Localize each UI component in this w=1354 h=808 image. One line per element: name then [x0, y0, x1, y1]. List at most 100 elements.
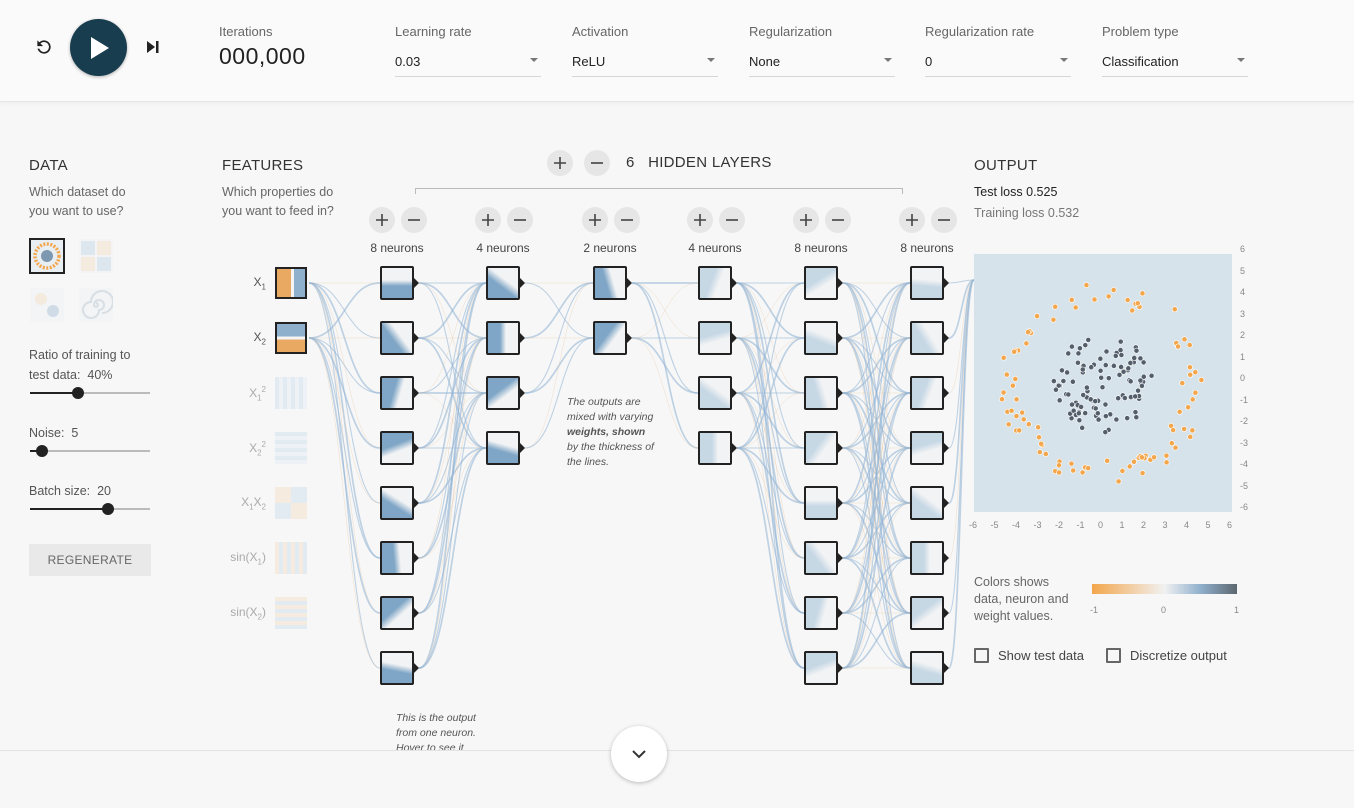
weight-link[interactable] — [631, 337, 699, 449]
add-layer-button[interactable] — [547, 150, 573, 176]
neuron[interactable] — [486, 431, 520, 465]
weight-link[interactable] — [842, 502, 911, 669]
add-neuron-button[interactable] — [582, 207, 608, 233]
add-neuron-button[interactable] — [793, 207, 819, 233]
dataset-circle[interactable] — [29, 238, 65, 274]
neuron[interactable] — [380, 321, 414, 355]
neuron[interactable] — [804, 541, 838, 575]
feature-toggle[interactable] — [275, 487, 307, 519]
discretize-output-checkbox[interactable]: Discretize output — [1106, 648, 1227, 663]
neuron[interactable] — [804, 486, 838, 520]
batch-slider[interactable] — [30, 502, 150, 516]
weight-link[interactable] — [418, 282, 487, 339]
neuron[interactable] — [910, 431, 944, 465]
neuron[interactable] — [698, 376, 732, 410]
weight-link[interactable] — [842, 282, 911, 394]
checkbox-box[interactable] — [974, 648, 989, 663]
neuron[interactable] — [804, 596, 838, 630]
regularization-rate-select[interactable]: 0 — [925, 47, 1071, 77]
weight-link[interactable] — [948, 279, 975, 504]
weight-link[interactable] — [842, 282, 911, 559]
weight-link[interactable] — [524, 282, 594, 449]
dataset-xor[interactable] — [78, 238, 114, 274]
weight-link[interactable] — [948, 279, 975, 339]
weight-link[interactable] — [948, 279, 975, 669]
step-button[interactable] — [140, 33, 166, 61]
weight-link[interactable] — [418, 282, 487, 394]
neuron[interactable] — [698, 431, 732, 465]
neuron[interactable] — [910, 321, 944, 355]
weight-link[interactable] — [842, 392, 911, 669]
neuron[interactable] — [593, 266, 627, 300]
neuron[interactable] — [910, 376, 944, 410]
weight-link[interactable] — [631, 337, 699, 394]
weight-link[interactable] — [308, 337, 381, 394]
neuron[interactable] — [380, 596, 414, 630]
neuron[interactable] — [804, 266, 838, 300]
weight-link[interactable] — [842, 282, 911, 669]
remove-neuron-button[interactable] — [931, 207, 957, 233]
weight-link[interactable] — [842, 282, 911, 504]
remove-layer-button[interactable] — [584, 150, 610, 176]
neuron[interactable] — [910, 266, 944, 300]
noise-slider[interactable] — [30, 444, 150, 458]
neuron[interactable] — [380, 486, 414, 520]
weight-link[interactable] — [308, 337, 381, 449]
weight-link[interactable] — [736, 282, 805, 449]
play-button[interactable] — [70, 19, 127, 76]
neuron[interactable] — [804, 431, 838, 465]
weight-link[interactable] — [418, 447, 487, 669]
activation-select[interactable]: ReLU — [572, 47, 718, 77]
add-neuron-button[interactable] — [475, 207, 501, 233]
weight-link[interactable] — [842, 337, 911, 669]
weight-link[interactable] — [308, 337, 381, 559]
weight-link[interactable] — [308, 282, 381, 339]
weight-link[interactable] — [418, 392, 487, 669]
weight-link[interactable] — [308, 337, 381, 614]
weight-link[interactable] — [736, 447, 805, 669]
weight-link[interactable] — [842, 447, 911, 669]
neuron[interactable] — [486, 266, 520, 300]
neuron[interactable] — [804, 321, 838, 355]
weight-link[interactable] — [736, 392, 805, 449]
ratio-slider[interactable] — [30, 386, 150, 400]
scroll-down-button[interactable] — [611, 726, 667, 782]
neuron[interactable] — [486, 321, 520, 355]
neuron[interactable] — [380, 376, 414, 410]
neuron[interactable] — [804, 651, 838, 685]
weight-link[interactable] — [418, 337, 487, 669]
neuron[interactable] — [380, 541, 414, 575]
remove-neuron-button[interactable] — [825, 207, 851, 233]
weight-link[interactable] — [418, 282, 487, 449]
neuron[interactable] — [910, 596, 944, 630]
neuron[interactable] — [380, 266, 414, 300]
regularization-select[interactable]: None — [749, 47, 895, 77]
neuron[interactable] — [698, 266, 732, 300]
weight-link[interactable] — [842, 557, 911, 669]
dataset-spiral[interactable] — [78, 287, 114, 323]
neuron[interactable] — [593, 321, 627, 355]
output-heatmap[interactable] — [974, 254, 1232, 512]
weight-link[interactable] — [631, 282, 699, 339]
slider-thumb[interactable] — [72, 387, 84, 399]
neuron[interactable] — [486, 376, 520, 410]
learning-rate-select[interactable]: 0.03 — [395, 47, 541, 77]
problem-type-select[interactable]: Classification — [1102, 47, 1248, 77]
feature-toggle[interactable] — [275, 377, 307, 409]
remove-neuron-button[interactable] — [719, 207, 745, 233]
feature-toggle[interactable] — [275, 542, 307, 574]
remove-neuron-button[interactable] — [614, 207, 640, 233]
add-neuron-button[interactable] — [687, 207, 713, 233]
feature-toggle[interactable] — [275, 322, 307, 354]
add-neuron-button[interactable] — [899, 207, 925, 233]
neuron[interactable] — [910, 651, 944, 685]
weight-link[interactable] — [842, 612, 911, 669]
weight-link[interactable] — [524, 337, 594, 449]
weight-link[interactable] — [736, 447, 805, 504]
neuron[interactable] — [380, 431, 414, 465]
weight-link[interactable] — [842, 282, 911, 449]
weight-link[interactable] — [948, 279, 975, 559]
weight-link[interactable] — [308, 337, 381, 504]
slider-thumb[interactable] — [102, 503, 114, 515]
neuron[interactable] — [380, 651, 414, 685]
